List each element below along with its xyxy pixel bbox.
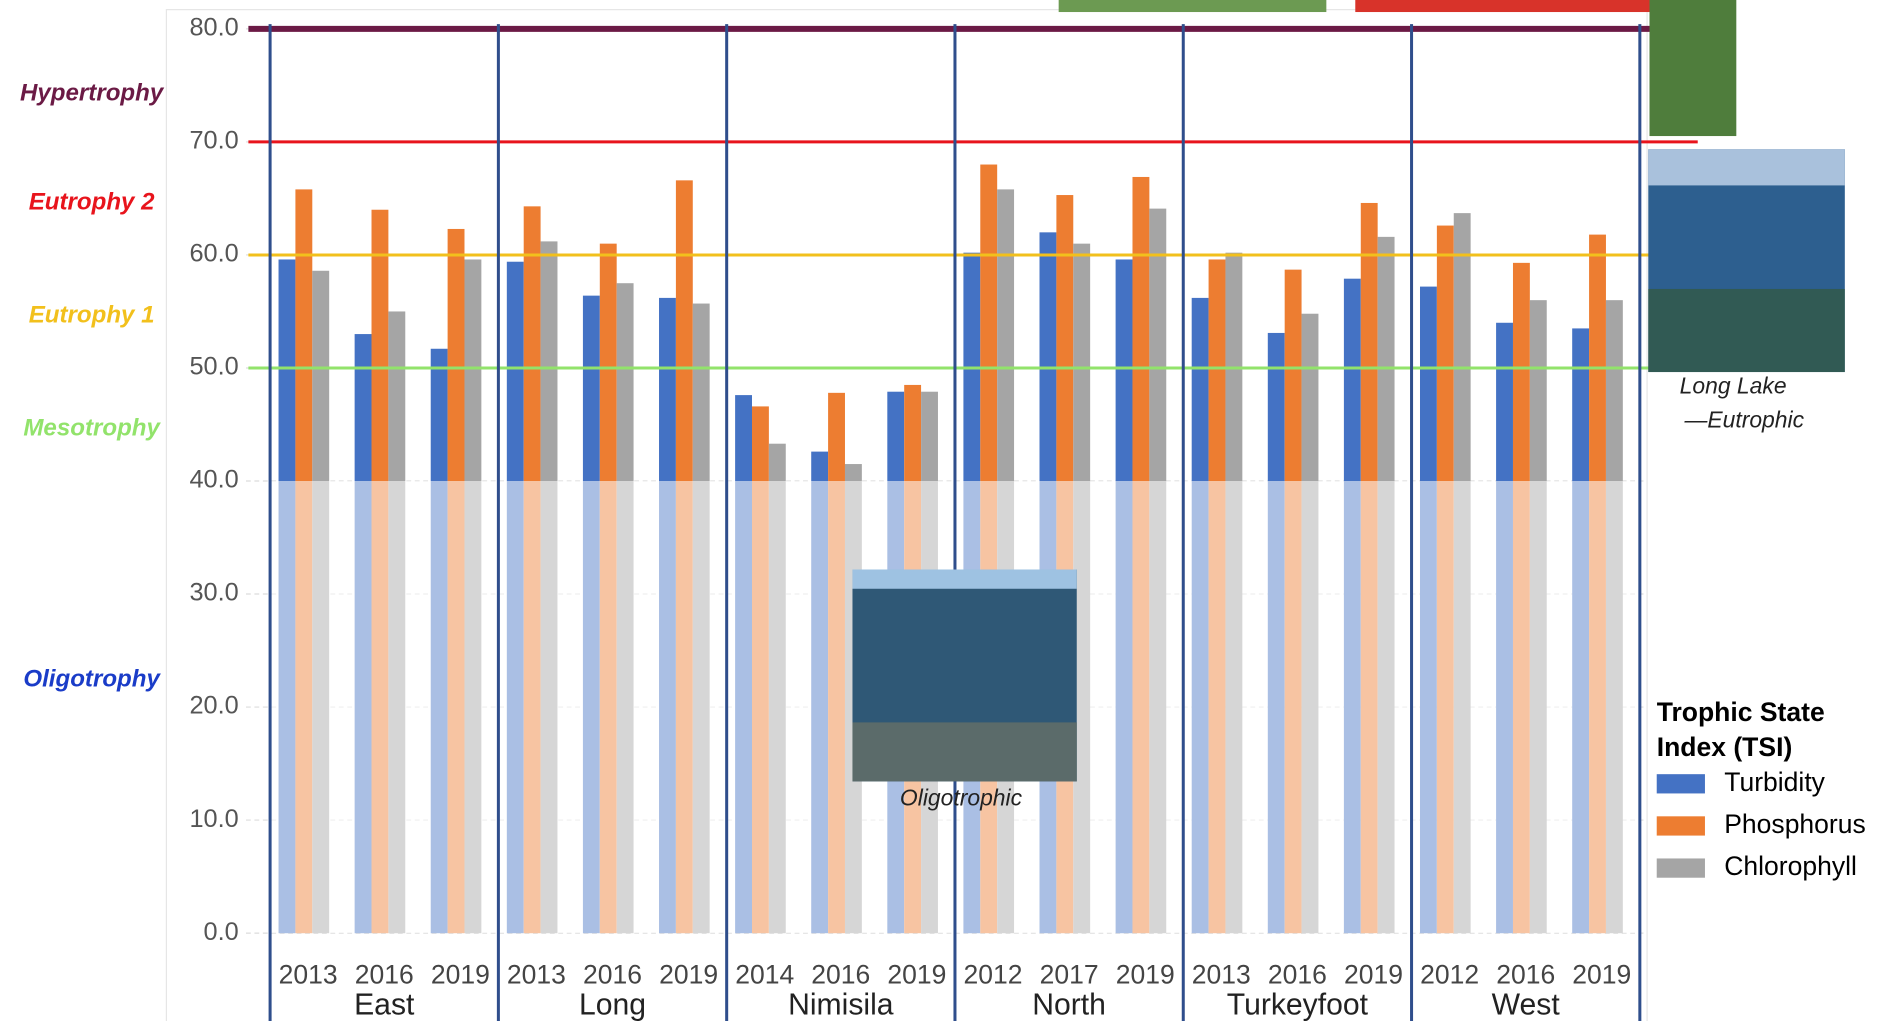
x-tick-label: 2016 bbox=[355, 959, 414, 989]
x-tick-label: 2019 bbox=[1116, 959, 1175, 989]
y-tick-label: 20.0 bbox=[189, 692, 238, 720]
photo bbox=[1648, 149, 1845, 373]
group-label: West bbox=[1492, 989, 1561, 1021]
threshold-label: Eutrophy 2 bbox=[29, 189, 155, 216]
threshold-label: Hypertrophy bbox=[20, 79, 165, 106]
photo bbox=[1058, 0, 1327, 13]
x-tick-label: 2013 bbox=[507, 959, 566, 989]
group-label: Long bbox=[579, 989, 646, 1021]
photo bbox=[1355, 0, 1650, 13]
x-tick-label: 2016 bbox=[811, 959, 870, 989]
x-tick-label: 2012 bbox=[1420, 959, 1479, 989]
photo-caption: Oligotrophic bbox=[900, 785, 1023, 811]
group-label: North bbox=[1032, 989, 1106, 1021]
y-tick-label: 10.0 bbox=[189, 805, 238, 833]
legend-label: Phosphorus bbox=[1724, 809, 1866, 839]
group-label: East bbox=[354, 989, 415, 1021]
x-tick-label: 2019 bbox=[1344, 959, 1403, 989]
y-tick-label: 30.0 bbox=[189, 579, 238, 607]
x-tick-label: 2019 bbox=[659, 959, 718, 989]
x-tick-label: 2019 bbox=[431, 959, 490, 989]
group-label: Nimisila bbox=[788, 989, 894, 1021]
legend-label: Turbidity bbox=[1724, 767, 1825, 797]
y-tick-label: 40.0 bbox=[189, 466, 238, 494]
threshold-label: Eutrophy 1 bbox=[29, 302, 155, 329]
photo-caption: Long Lake —Eutrophic bbox=[1680, 373, 1805, 433]
x-tick-label: 2019 bbox=[1572, 959, 1631, 989]
x-tick-label: 2017 bbox=[1040, 959, 1099, 989]
x-tick-label: 2016 bbox=[1496, 959, 1555, 989]
photo bbox=[852, 569, 1077, 782]
y-tick-label: 80.0 bbox=[189, 14, 238, 42]
legend-title: Trophic State Index (TSI) bbox=[1657, 697, 1825, 762]
group-label: Turkeyfoot bbox=[1227, 989, 1369, 1021]
legend-swatch bbox=[1656, 858, 1705, 878]
y-tick-label: 50.0 bbox=[189, 353, 238, 381]
x-tick-label: 2012 bbox=[964, 959, 1023, 989]
photo bbox=[1649, 0, 1737, 137]
x-tick-label: 2013 bbox=[279, 959, 338, 989]
y-tick-label: 60.0 bbox=[189, 240, 238, 268]
x-tick-label: 2014 bbox=[735, 959, 794, 989]
threshold-label: Mesotrophy bbox=[23, 415, 161, 442]
threshold-label: Oligotrophy bbox=[23, 666, 161, 693]
legend-swatch bbox=[1656, 816, 1705, 836]
y-tick-label: 70.0 bbox=[189, 127, 238, 155]
x-tick-label: 2016 bbox=[1268, 959, 1327, 989]
y-tick-label: 0.0 bbox=[204, 918, 239, 946]
legend-label: Chlorophyll bbox=[1724, 851, 1857, 881]
legend-swatch bbox=[1656, 774, 1705, 794]
x-tick-label: 2019 bbox=[887, 959, 946, 989]
marks: 0.0 10.0 20.0 30.0 40.0 50.0 60.0 70.0 80.0 Hyper… bbox=[20, 14, 1866, 1021]
x-tick-label: 2013 bbox=[1192, 959, 1251, 989]
chart-frame bbox=[165, 9, 1648, 1021]
x-tick-label: 2016 bbox=[583, 959, 642, 989]
